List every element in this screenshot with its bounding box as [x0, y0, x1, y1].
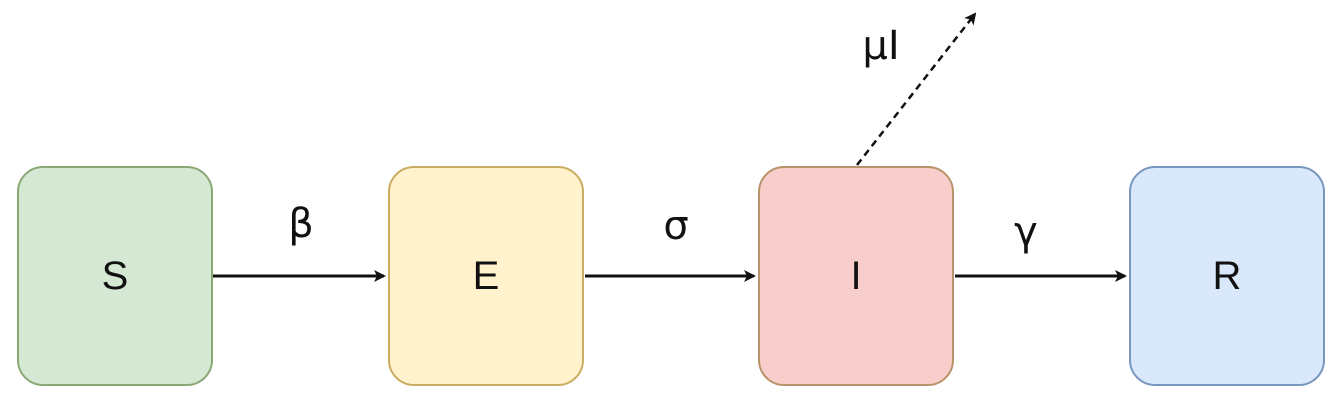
edge-i-outflow — [856, 12, 977, 166]
node-r: R — [1129, 166, 1325, 386]
node-e: E — [388, 166, 584, 386]
rate-label-gamma: γ — [1014, 209, 1038, 255]
rate-label-mu: μI — [862, 23, 900, 69]
rate-label-beta: β — [288, 201, 314, 247]
node-i: I — [758, 166, 954, 386]
node-s: S — [17, 166, 213, 386]
rate-label-sigma: σ — [663, 203, 689, 249]
